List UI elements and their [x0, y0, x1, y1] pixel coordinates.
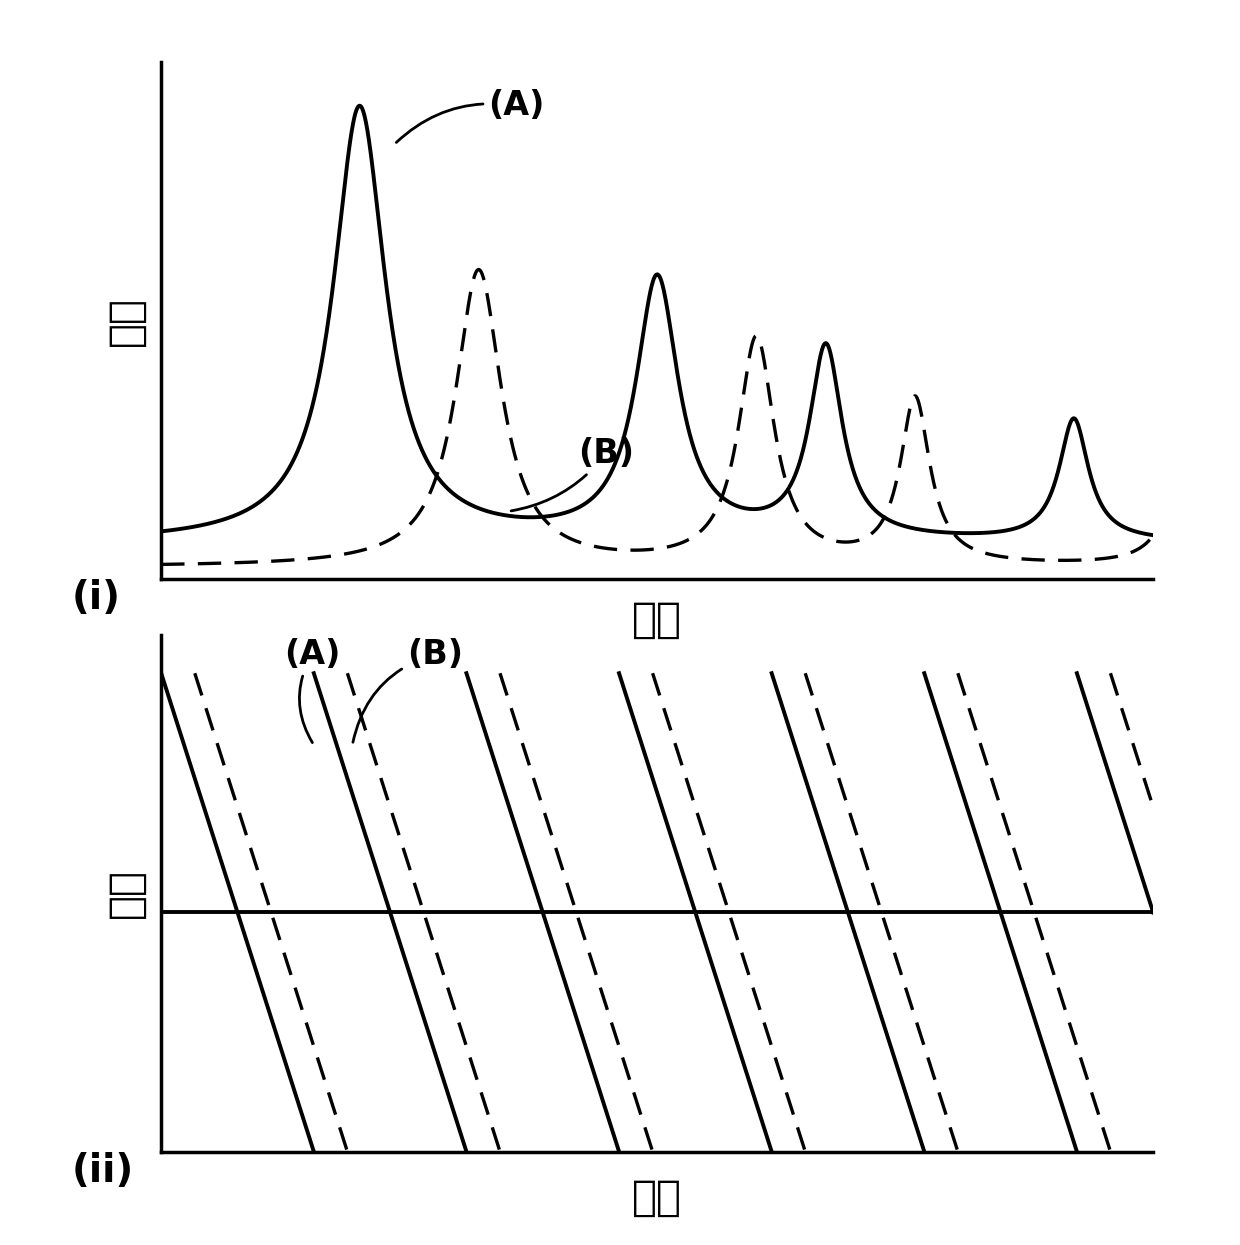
Text: (ii): (ii)	[72, 1152, 134, 1190]
Text: (B): (B)	[511, 437, 634, 510]
Text: (B): (B)	[353, 637, 463, 742]
Text: (A): (A)	[397, 90, 544, 142]
Text: (A): (A)	[284, 637, 341, 742]
Y-axis label: 相位: 相位	[105, 868, 148, 919]
Y-axis label: 幅度: 幅度	[105, 295, 148, 346]
Text: (i): (i)	[72, 579, 122, 618]
Text: 频率: 频率	[632, 599, 682, 641]
X-axis label: 频率: 频率	[632, 1177, 682, 1219]
